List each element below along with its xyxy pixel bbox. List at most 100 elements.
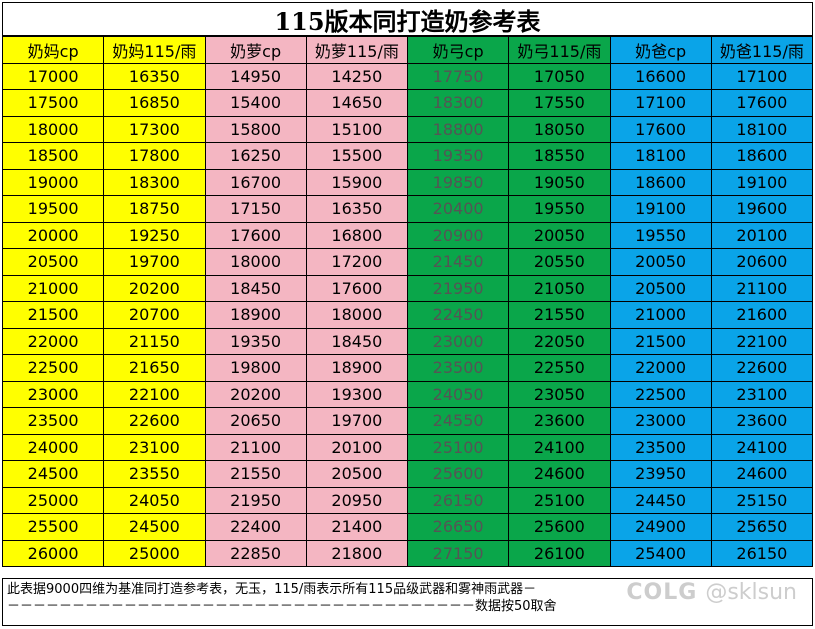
table-cell: 17750: [406, 62, 510, 90]
table-cell: 20600: [710, 248, 814, 276]
table-cell: 20950: [305, 486, 409, 514]
column-header: 奶妈115/雨: [103, 36, 206, 64]
table-row: 26000 25000 22850 21800 27150 26100 25400 26150: [1, 539, 814, 567]
table-cell: 17600: [710, 89, 814, 117]
table-cell: 20500: [305, 460, 409, 488]
table-cell: 19000: [1, 168, 105, 196]
reference-table: 奶妈cp 奶妈115/雨 奶萝cp 奶萝115/雨 奶弓cp 奶弓115/雨 奶爸cp 奶爸1…: [1, 36, 814, 567]
table-cell: 22100: [710, 327, 814, 355]
column-header: 奶萝115/雨: [305, 36, 409, 64]
table-row: 25500 24500 22400 21400 26650 25600 24900 25650: [1, 513, 814, 541]
table-row: 21000 20200 18450 17600 21950 21050 20500 21100: [1, 274, 814, 302]
table-cell: 25000: [1, 486, 105, 514]
footnote-line-2: －－－－－－－－－－－－－－－－－－－－－－－－－－－－－－－－－－－－数据按5…: [7, 599, 557, 614]
table-cell: 20050: [508, 221, 611, 249]
table-cell: 17200: [305, 248, 409, 276]
table-cell: 17000: [1, 62, 105, 90]
table-cell: 18000: [1, 115, 105, 143]
table-row: 18000 17300 15800 15100 18800 18050 17600 18100: [1, 115, 814, 143]
table-cell: 14950: [204, 62, 307, 90]
table-cell: 17600: [305, 274, 409, 302]
table-cell: 20400: [406, 195, 510, 223]
table-cell: 20100: [305, 433, 409, 461]
table-cell: 21100: [710, 274, 814, 302]
table-cell: 17500: [1, 89, 105, 117]
table-cell: 20500: [1, 248, 105, 276]
table-row: 18500 17800 16250 15500 19350 18550 18100 18600: [1, 142, 814, 170]
table-cell: 20900: [406, 221, 510, 249]
table-cell: 23600: [508, 407, 611, 435]
table-cell: 20650: [204, 407, 307, 435]
table-cell: 23600: [710, 407, 814, 435]
table-cell: 26150: [710, 539, 814, 567]
table-cell: 23550: [103, 460, 206, 488]
footnote-line-1: 此表据9000四维为基准同打造参考表，无玉，115/雨表示所有115品级武器和雾…: [7, 582, 537, 597]
table-cell: 16700: [204, 168, 307, 196]
table-cell: 25100: [406, 433, 510, 461]
table-header-row: 奶妈cp 奶妈115/雨 奶萝cp 奶萝115/雨 奶弓cp 奶弓115/雨 奶爸cp 奶爸1…: [1, 36, 814, 64]
table-cell: 19500: [1, 195, 105, 223]
table-cell: 14250: [305, 62, 409, 90]
table-cell: 21000: [1, 274, 105, 302]
table-cell: 19100: [710, 168, 814, 196]
table-cell: 18750: [103, 195, 206, 223]
table-cell: 20050: [609, 248, 712, 276]
column-header: 奶妈cp: [1, 36, 105, 64]
table-cell: 21650: [103, 354, 206, 382]
table-row: 24500 23550 21550 20500 25600 24600 23950 24600: [1, 460, 814, 488]
table-cell: 17150: [204, 195, 307, 223]
table-cell: 22550: [508, 354, 611, 382]
table-cell: 19700: [103, 248, 206, 276]
table-cell: 24050: [103, 486, 206, 514]
table-cell: 23100: [710, 380, 814, 408]
table-cell: 24050: [406, 380, 510, 408]
table-cell: 24900: [609, 513, 712, 541]
table-cell: 20100: [710, 221, 814, 249]
table-cell: 18550: [508, 142, 611, 170]
table-cell: 21950: [406, 274, 510, 302]
table-cell: 18500: [1, 142, 105, 170]
table-cell: 19300: [305, 380, 409, 408]
table-cell: 25500: [1, 513, 105, 541]
table-cell: 23000: [1, 380, 105, 408]
table-cell: 18300: [406, 89, 510, 117]
column-header: 奶萝cp: [204, 36, 307, 64]
table-cell: 16850: [103, 89, 206, 117]
table-cell: 21600: [710, 301, 814, 329]
table-cell: 24600: [710, 460, 814, 488]
table-cell: 26150: [406, 486, 510, 514]
table-cell: 16600: [609, 62, 712, 90]
table-cell: 21500: [609, 327, 712, 355]
table-cell: 22000: [609, 354, 712, 382]
table-cell: 21400: [305, 513, 409, 541]
table-cell: 19550: [508, 195, 611, 223]
table-cell: 22050: [508, 327, 611, 355]
footnote: 此表据9000四维为基准同打造参考表，无玉，115/雨表示所有115品级武器和雾…: [2, 578, 813, 626]
table-cell: 25600: [508, 513, 611, 541]
table-cell: 22000: [1, 327, 105, 355]
table-cell: 21100: [204, 433, 307, 461]
table-cell: 18300: [103, 168, 206, 196]
sheet-title: 115版本同打造奶参考表: [2, 2, 813, 36]
table-cell: 19100: [609, 195, 712, 223]
table-row: 25000 24050 21950 20950 26150 25100 24450 25150: [1, 486, 814, 514]
table-cell: 18000: [305, 301, 409, 329]
table-cell: 18900: [305, 354, 409, 382]
table-row: 17000 16350 14950 14250 17750 17050 16600 17100: [1, 62, 814, 90]
table-cell: 19050: [508, 168, 611, 196]
table-cell: 21050: [508, 274, 611, 302]
table-cell: 23050: [508, 380, 611, 408]
table-cell: 27150: [406, 539, 510, 567]
table-cell: 24500: [1, 460, 105, 488]
table-row: 23000 22100 20200 19300 24050 23050 22500 23100: [1, 380, 814, 408]
table-cell: 17600: [204, 221, 307, 249]
table-cell: 14650: [305, 89, 409, 117]
table-cell: 24100: [710, 433, 814, 461]
table-cell: 21800: [305, 539, 409, 567]
table-cell: 19550: [609, 221, 712, 249]
table-cell: 19250: [103, 221, 206, 249]
table-cell: 18100: [609, 142, 712, 170]
table-cell: 15100: [305, 115, 409, 143]
table-cell: 22450: [406, 301, 510, 329]
table-row: 24000 23100 21100 20100 25100 24100 23500 24100: [1, 433, 814, 461]
